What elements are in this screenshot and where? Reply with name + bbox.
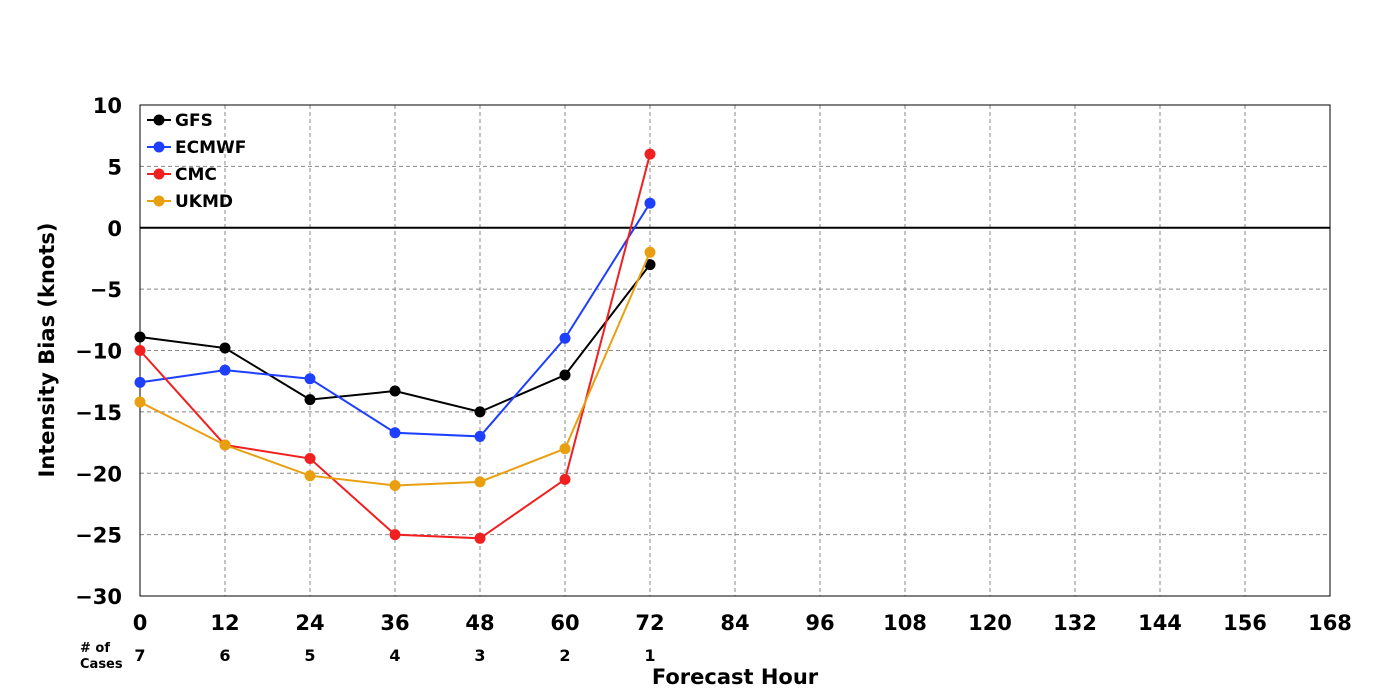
data-point-gfs — [559, 369, 571, 381]
legend-marker — [153, 141, 165, 153]
case-count: 5 — [304, 646, 315, 665]
data-point-cmc — [389, 529, 401, 541]
case-count: 2 — [559, 646, 570, 665]
y-axis-title: Intensity Bias (knots) — [35, 223, 59, 478]
data-point-gfs — [134, 331, 146, 343]
x-tick-label: 72 — [635, 611, 664, 635]
x-tick-label: 132 — [1053, 611, 1097, 635]
y-tick-label: −10 — [75, 340, 122, 364]
legend: GFS ECMWF CMC UKMD — [147, 111, 246, 212]
data-point-gfs — [474, 406, 486, 418]
data-point-ukmd — [389, 480, 401, 492]
data-point-cmc — [474, 532, 486, 544]
data-point-ecmwf — [219, 364, 231, 376]
y-tick-labels: 10 5 0 −5 −10 −15 −20 −25 −30 — [75, 94, 122, 609]
y-tick-label: 0 — [107, 217, 122, 241]
x-tick-label: 0 — [133, 611, 148, 635]
x-tick-labels: 0 12 24 36 48 60 72 84 96 108 120 132 144 156 168 — [133, 611, 1352, 635]
y-tick-label: 5 — [107, 155, 122, 179]
data-point-ecmwf — [474, 430, 486, 442]
data-point-ukmd — [134, 396, 146, 408]
cases-header-line1: # of — [80, 641, 110, 656]
legend-label: GFS — [175, 111, 213, 131]
x-tick-label: 84 — [720, 611, 749, 635]
data-point-gfs — [219, 342, 231, 354]
data-point-gfs — [304, 394, 316, 406]
case-count: 6 — [219, 646, 230, 665]
x-tick-label: 108 — [883, 611, 927, 635]
x-tick-label: 24 — [295, 611, 324, 635]
cases-header-line2: Cases — [80, 657, 123, 672]
y-tick-label: −5 — [90, 278, 122, 302]
data-point-ukmd — [644, 246, 656, 258]
x-tick-label: 60 — [550, 611, 579, 635]
data-point-ecmwf — [389, 427, 401, 439]
cases-row: # of Cases 7 6 5 4 3 2 1 — [80, 641, 656, 672]
case-count: 4 — [389, 646, 400, 665]
data-point-ecmwf — [134, 376, 146, 388]
data-point-cmc — [304, 453, 316, 465]
data-point-ecmwf — [304, 373, 316, 385]
x-tick-label: 156 — [1223, 611, 1267, 635]
data-point-ukmd — [559, 443, 571, 455]
data-point-gfs — [644, 259, 656, 271]
data-point-ukmd — [219, 439, 231, 451]
data-point-gfs — [389, 385, 401, 397]
data-point-ukmd — [304, 470, 316, 482]
x-tick-label: 12 — [210, 611, 239, 635]
data-point-cmc — [644, 148, 656, 160]
gridlines — [140, 105, 1330, 596]
y-tick-label: −25 — [75, 524, 122, 548]
x-axis-title: Forecast Hour — [652, 665, 819, 689]
y-tick-label: −15 — [75, 401, 122, 425]
data-point-cmc — [134, 345, 146, 356]
y-tick-label: −20 — [75, 462, 122, 486]
data-series — [134, 148, 656, 544]
legend-marker — [153, 195, 165, 207]
data-point-ukmd — [474, 476, 486, 488]
legend-label: UKMD — [175, 192, 233, 212]
legend-marker — [153, 114, 165, 126]
case-count: 7 — [134, 646, 145, 665]
x-tick-label: 48 — [465, 611, 494, 635]
legend-marker — [153, 168, 165, 180]
case-count: 1 — [644, 646, 655, 665]
data-point-cmc — [559, 473, 571, 485]
case-count: 3 — [474, 646, 485, 665]
data-point-ecmwf — [644, 197, 656, 209]
x-tick-label: 144 — [1138, 611, 1182, 635]
x-tick-label: 36 — [380, 611, 409, 635]
x-tick-label: 96 — [805, 611, 834, 635]
x-tick-label: 120 — [968, 611, 1012, 635]
data-point-ecmwf — [559, 332, 571, 344]
y-tick-label: 10 — [93, 94, 122, 118]
y-tick-label: −30 — [75, 585, 122, 609]
x-tick-label: 168 — [1308, 611, 1352, 635]
legend-label: CMC — [175, 165, 217, 185]
legend-label: ECMWF — [175, 138, 246, 158]
